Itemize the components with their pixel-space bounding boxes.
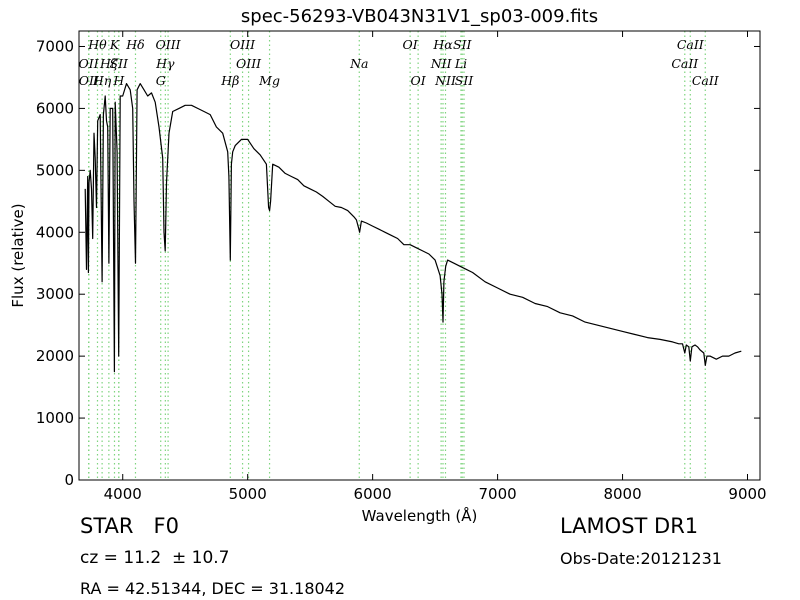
y-axis: 0 1000 2000 3000 4000 5000 6000 7000 (36, 37, 760, 489)
line-label: Hγ (155, 56, 175, 71)
ra-dec-coordinates: RA = 42.51344, DEC = 31.18042 (80, 579, 346, 598)
x-tick-label: 8000 (603, 485, 641, 503)
line-label: Hζ (99, 56, 119, 71)
x-tick-label: 4000 (104, 485, 142, 503)
line-label: CaII (671, 56, 699, 71)
line-label: Hη (92, 73, 112, 88)
line-label: OIII (236, 56, 262, 71)
line-label: Hβ (220, 73, 239, 88)
line-label: OI (411, 73, 427, 88)
x-axis: 4000 5000 6000 7000 8000 9000 (104, 31, 767, 503)
line-label: OIII (156, 37, 182, 52)
x-tick-label: 7000 (479, 485, 517, 503)
line-label: Na (349, 56, 368, 71)
line-label: OII (79, 73, 100, 88)
y-tick-label: 1000 (36, 409, 74, 427)
line-label: Mg (258, 73, 280, 88)
y-tick-label: 6000 (36, 99, 74, 117)
line-label: SII (453, 37, 473, 52)
x-tick-label: 6000 (354, 485, 392, 503)
object-class: STAR F0 (80, 514, 179, 538)
spectrum-line (84, 83, 742, 373)
y-tick-label: 3000 (36, 285, 74, 303)
line-label: OI (403, 37, 419, 52)
emission-line-markers (88, 31, 706, 480)
line-label: H (112, 73, 125, 88)
line-label: Hα (432, 37, 453, 52)
redshift-value: cz = 11.2 ± 10.7 (80, 548, 230, 568)
survey-name: LAMOST DR1 (560, 514, 699, 538)
line-label: Hδ (125, 37, 144, 52)
line-label: CaII (677, 37, 705, 52)
line-label: OIII (230, 37, 256, 52)
line-label: SII (455, 73, 475, 88)
line-label: G (156, 73, 166, 88)
observation-date: Obs-Date:20121231 (560, 549, 722, 568)
y-tick-label: 5000 (36, 161, 74, 179)
line-label: Hθ (87, 37, 107, 52)
x-tick-label: 5000 (229, 485, 267, 503)
chart-title: spec-56293-VB043N31V1_sp03-009.fits (241, 6, 598, 27)
line-label: SII (110, 56, 130, 71)
series-layer (84, 83, 742, 373)
x-axis-label: Wavelength (Å) (362, 506, 478, 525)
line-label: K (109, 37, 120, 52)
y-tick-label: 2000 (36, 347, 74, 365)
line-label: CaII (692, 73, 720, 88)
y-tick-label: 4000 (36, 223, 74, 241)
y-tick-label: 7000 (36, 37, 74, 55)
line-label: NII (430, 56, 453, 71)
line-label: Li (454, 56, 467, 71)
y-axis-label: Flux (relative) (9, 203, 27, 307)
plot-frame (78, 30, 761, 481)
y-tick-label: 0 (64, 471, 74, 489)
line-label: OII (79, 56, 100, 71)
x-tick-label: 9000 (728, 485, 766, 503)
line-label: NII (434, 73, 457, 88)
